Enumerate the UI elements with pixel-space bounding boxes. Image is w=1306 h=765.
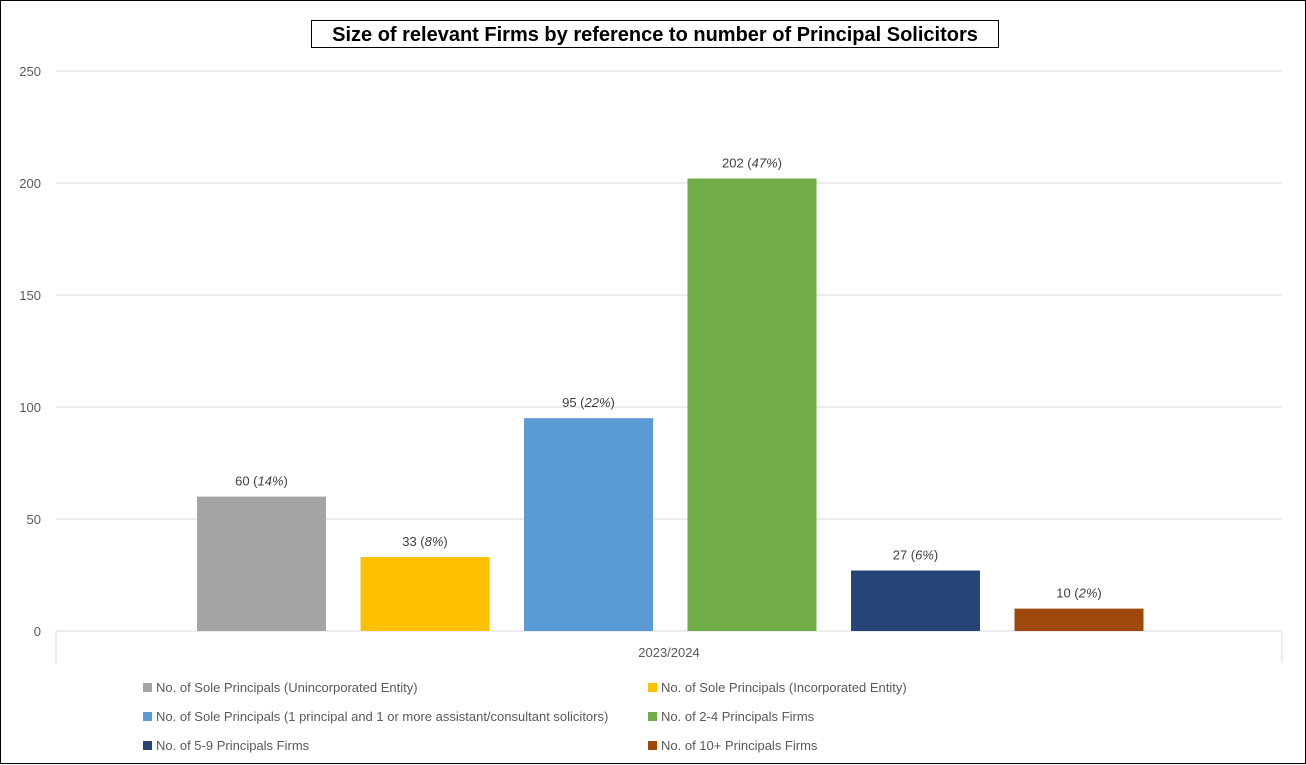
legend-swatch [143,711,152,721]
y-tick-label: 100 [19,400,41,415]
bar [851,570,980,631]
legend-swatch [648,682,657,692]
legend-label: No. of Sole Principals (Unincorporated E… [156,679,418,695]
legend-item: No. of Sole Principals (1 principal and … [143,706,608,726]
legend-item: No. of 10+ Principals Firms [648,735,817,755]
legend-item: No. of 5-9 Principals Firms [143,735,309,755]
bar [197,496,326,631]
data-label: 60 (14%) [235,474,288,489]
bar [1014,608,1144,631]
legend-item: No. of Sole Principals (Incorporated Ent… [648,677,907,697]
y-tick-label: 200 [19,176,41,191]
data-label: 95 (22%) [562,395,615,410]
legend-label: No. of 5-9 Principals Firms [156,737,310,753]
legend-swatch [143,740,152,750]
legend-swatch [648,711,657,721]
legend-item: No. of 2-4 Principals Firms [648,706,814,726]
legend-label: No. of 10+ Principals Firms [661,737,818,753]
legend-swatch [143,682,152,692]
x-category-label: 2023/2024 [638,645,699,660]
data-label: 27 (6%) [893,548,939,563]
y-tick-label: 0 [34,624,41,639]
legend-label: No. of Sole Principals (Incorporated Ent… [661,679,907,695]
bar [360,557,490,631]
chart-title: Size of relevant Firms by reference to n… [311,20,999,48]
legend-label: No. of Sole Principals (1 principal and … [156,708,609,724]
legend-swatch [648,740,657,750]
y-tick-label: 50 [27,512,41,527]
legend-item: No. of Sole Principals (Unincorporated E… [143,677,418,697]
bar [524,418,653,631]
data-label: 202 (47%) [722,156,782,171]
bar [687,178,817,631]
legend-label: No. of 2-4 Principals Firms [661,708,815,724]
y-tick-label: 250 [19,64,41,79]
y-tick-label: 150 [19,288,41,303]
data-label: 10 (2%) [1056,586,1102,601]
data-label: 33 (8%) [402,534,448,549]
